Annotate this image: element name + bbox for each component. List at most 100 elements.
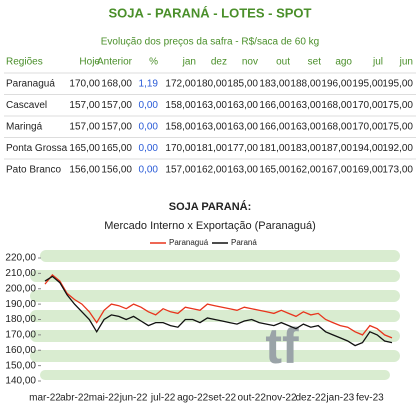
column-header: out bbox=[276, 57, 290, 68]
cell: 157,00 bbox=[69, 100, 100, 111]
cell: 163,00 bbox=[227, 165, 258, 176]
cell: 163,00 bbox=[290, 122, 321, 133]
cell: 157,00 bbox=[101, 100, 132, 111]
legend-label: Paraná bbox=[231, 238, 257, 247]
y-tick-label: 150,00 bbox=[5, 360, 36, 371]
cell: 192,00 bbox=[382, 143, 413, 154]
series-line bbox=[44, 273, 393, 339]
cell: 166,00 bbox=[259, 100, 290, 111]
cell: 194,00 bbox=[352, 143, 383, 154]
cell: 0,00 bbox=[139, 122, 159, 133]
x-tick-label: mar-22 bbox=[29, 393, 61, 404]
x-tick-label: set-22 bbox=[208, 393, 236, 404]
chart-background bbox=[30, 250, 400, 380]
cell: 185,00 bbox=[227, 79, 258, 90]
legend-label: Paranaguá bbox=[169, 238, 209, 247]
region: Pato Branco bbox=[6, 165, 61, 176]
x-tick-label: jun-22 bbox=[119, 393, 148, 404]
subtitle: Evolução dos preços da safra - R$/saca d… bbox=[101, 37, 319, 48]
watermark: tf bbox=[265, 318, 299, 374]
cell: 156,00 bbox=[101, 165, 132, 176]
x-tick-label: out-22 bbox=[238, 393, 267, 404]
cell: 181,00 bbox=[196, 143, 227, 154]
column-header: jun bbox=[399, 57, 413, 68]
column-header: Anterior bbox=[97, 57, 133, 68]
cell: 168,00 bbox=[321, 122, 352, 133]
y-tick-label: 180,00 bbox=[5, 314, 36, 325]
cell: 195,00 bbox=[352, 79, 383, 90]
column-header: jul bbox=[372, 57, 383, 68]
cell: 187,00 bbox=[321, 143, 352, 154]
cell: 162,00 bbox=[290, 165, 321, 176]
cell: 180,00 bbox=[196, 79, 227, 90]
y-tick-label: 160,00 bbox=[5, 345, 36, 356]
cell: 163,00 bbox=[227, 122, 258, 133]
cell: 196,00 bbox=[321, 79, 352, 90]
x-tick-label: ago-22 bbox=[177, 393, 209, 404]
y-tick-label: 190,00 bbox=[5, 299, 36, 310]
cell: 175,00 bbox=[382, 122, 413, 133]
x-tick-label: abr-22 bbox=[60, 393, 89, 404]
cell: 0,00 bbox=[139, 143, 159, 154]
cell: 183,00 bbox=[259, 79, 290, 90]
column-header: nov bbox=[242, 57, 258, 68]
region: Ponta Grossa bbox=[6, 143, 68, 154]
column-header: set bbox=[308, 57, 322, 68]
cell: 163,00 bbox=[227, 100, 258, 111]
cell: 172,00 bbox=[165, 79, 196, 90]
region: Maringá bbox=[6, 122, 43, 133]
x-tick-label: dez-22 bbox=[295, 393, 326, 404]
cell: 170,00 bbox=[165, 143, 196, 154]
title: SOJA - PARANÁ - LOTES - SPOT bbox=[109, 5, 312, 20]
cell: 168,00 bbox=[101, 79, 132, 90]
cell: 0,00 bbox=[139, 100, 159, 111]
cell: 169,00 bbox=[352, 165, 383, 176]
cell: 162,00 bbox=[196, 165, 227, 176]
cell: 173,00 bbox=[382, 165, 413, 176]
column-header: Hoje bbox=[79, 57, 100, 68]
cell: 170,00 bbox=[69, 79, 100, 90]
cell: 158,00 bbox=[165, 122, 196, 133]
cell: 158,00 bbox=[165, 100, 196, 111]
column-header: jan bbox=[182, 57, 196, 68]
cell: 175,00 bbox=[382, 100, 413, 111]
x-tick-label: jan-23 bbox=[325, 393, 354, 404]
column-header: % bbox=[149, 57, 158, 68]
x-tick-label: nov-22 bbox=[266, 393, 297, 404]
cell: 163,00 bbox=[196, 122, 227, 133]
cell: 170,00 bbox=[352, 100, 383, 111]
cell: 181,00 bbox=[259, 143, 290, 154]
cell: 0,00 bbox=[139, 165, 159, 176]
cell: 163,00 bbox=[196, 100, 227, 111]
cell: 167,00 bbox=[321, 165, 352, 176]
cell: 156,00 bbox=[69, 165, 100, 176]
cell: 177,00 bbox=[227, 143, 258, 154]
cell: 163,00 bbox=[290, 100, 321, 111]
cell: 157,00 bbox=[69, 122, 100, 133]
column-header: dez bbox=[211, 57, 227, 68]
cell: 157,00 bbox=[101, 122, 132, 133]
cell: 168,00 bbox=[321, 100, 352, 111]
y-tick-label: 170,00 bbox=[5, 330, 36, 341]
cell: 170,00 bbox=[352, 122, 383, 133]
cell: 183,00 bbox=[290, 143, 321, 154]
series-line bbox=[44, 275, 393, 347]
region: Paranaguá bbox=[6, 79, 55, 90]
x-tick-label: mai-22 bbox=[89, 393, 120, 404]
x-tick-label: fev-23 bbox=[356, 393, 384, 404]
y-tick-label: 210,00 bbox=[5, 268, 36, 279]
cell: 195,00 bbox=[382, 79, 413, 90]
cell: 166,00 bbox=[259, 122, 290, 133]
region: Cascavel bbox=[6, 100, 47, 111]
chart-subtitle: Mercado Interno x Exportação (Paranaguá) bbox=[104, 220, 316, 232]
x-tick-label: jul-22 bbox=[150, 393, 176, 404]
cell: 165,00 bbox=[69, 143, 100, 154]
cell: 165,00 bbox=[259, 165, 290, 176]
cell: 165,00 bbox=[101, 143, 132, 154]
cell: 188,00 bbox=[290, 79, 321, 90]
y-tick-label: 200,00 bbox=[5, 283, 36, 294]
y-tick-label: 220,00 bbox=[5, 253, 36, 264]
column-header: ago bbox=[335, 57, 352, 68]
y-tick-label: 140,00 bbox=[5, 376, 36, 387]
